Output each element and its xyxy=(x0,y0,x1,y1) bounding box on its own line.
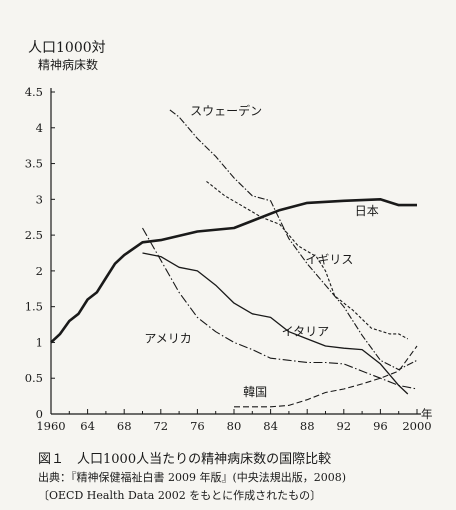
series-label-2: イギリス xyxy=(305,253,353,267)
x-tick-label: 96 xyxy=(373,419,388,433)
x-tick-label: 1960 xyxy=(36,419,65,433)
x-tick-label: 64 xyxy=(80,419,95,433)
x-axis-unit: 年 xyxy=(421,407,433,421)
x-tick-label: 2000 xyxy=(402,419,431,433)
figure-title: 図１ 人口1000人当たりの精神病床数の国際比較 xyxy=(38,452,332,467)
x-tick-label: 80 xyxy=(227,419,242,433)
y-tick-label: 1 xyxy=(36,335,43,349)
series-label-1: スウェーデン xyxy=(190,103,262,118)
y-ticks: 0 0.5 1 1.5 2 2.5 3 3.5 4 4.5 xyxy=(25,85,55,421)
series-line-1 xyxy=(169,109,418,371)
axes xyxy=(50,88,421,415)
series-label-3: イタリア xyxy=(282,324,330,338)
y-axis-subtitle: 精神病床数 xyxy=(38,57,98,72)
series-line-5 xyxy=(234,345,418,408)
x-ticks: 1960 64 68 72 76 80 84 88 92 96 2000 xyxy=(36,409,432,433)
x-tick-label: 76 xyxy=(190,419,205,433)
series-line-4 xyxy=(142,227,418,390)
series-line-3 xyxy=(142,252,409,395)
y-tick-label: 3.5 xyxy=(25,157,43,171)
y-tick-label: 2.5 xyxy=(25,228,43,242)
y-axis-title: 人口1000対 xyxy=(28,40,106,56)
x-tick-label: 92 xyxy=(336,419,351,433)
y-tick-label: 4 xyxy=(36,121,43,135)
y-tick-label: 2 xyxy=(36,264,43,278)
y-tick-label: 4.5 xyxy=(25,85,43,99)
series-label-0: 日本 xyxy=(355,204,379,218)
y-tick-label: 3 xyxy=(36,192,43,206)
figure-source: 出典：『精神保健福祉白書 2009 年版』(中央法規出版，2008) xyxy=(38,471,347,484)
series-label-5: 韓国 xyxy=(243,385,267,399)
line-chart: 人口1000対 精神病床数 0 0.5 1 1.5 2 2.5 3 3.5 4 4.5 1960 6… xyxy=(25,40,433,433)
x-tick-label: 88 xyxy=(300,419,315,433)
x-tick-label: 84 xyxy=(263,419,278,433)
series-lines xyxy=(50,109,418,408)
figure-note: 〔OECD Health Data 2002 をもとに作成されたもの〕 xyxy=(38,489,322,502)
y-tick-label: 0 xyxy=(36,407,43,421)
x-tick-label: 68 xyxy=(117,419,132,433)
series-line-0 xyxy=(50,198,417,344)
y-tick-label: 1.5 xyxy=(25,300,43,314)
x-tick-label: 72 xyxy=(153,419,168,433)
y-tick-label: 0.5 xyxy=(25,371,43,385)
series-label-4: アメリカ xyxy=(144,331,191,345)
